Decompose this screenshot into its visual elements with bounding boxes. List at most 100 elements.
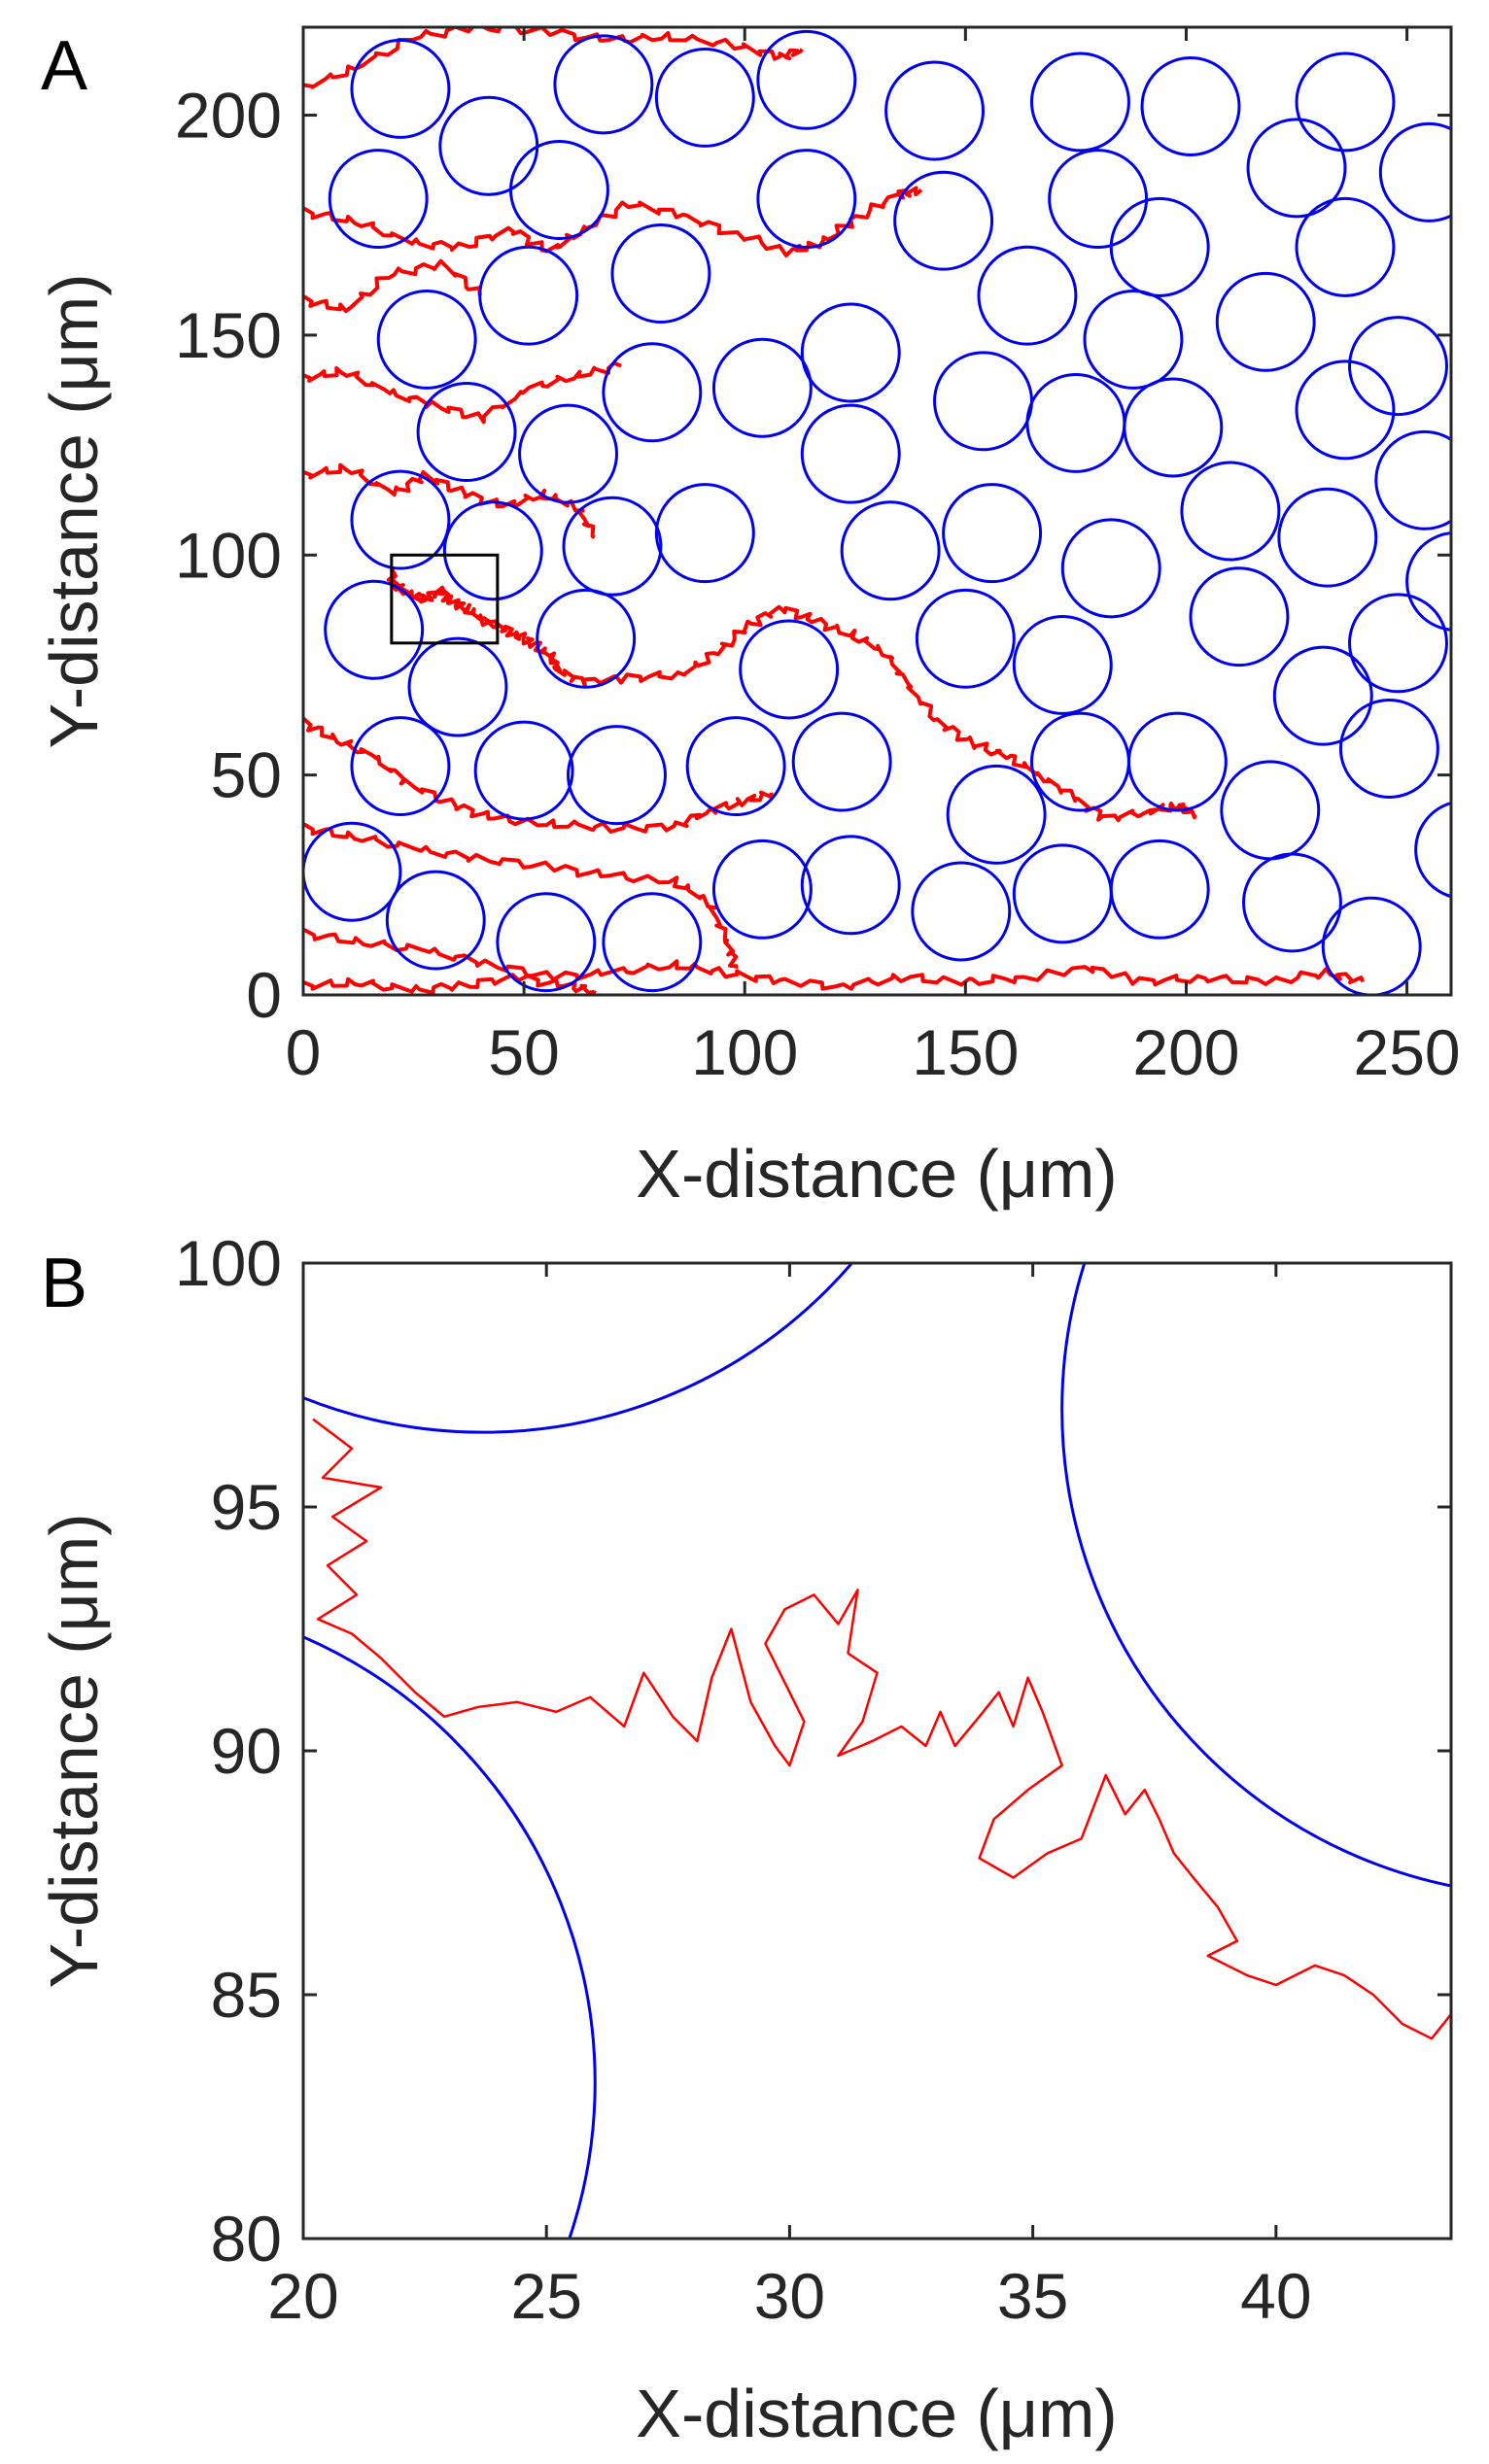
obstacle-circle xyxy=(1277,487,1378,588)
obstacle-circle xyxy=(442,500,543,601)
panel-b-label: B xyxy=(41,1245,87,1322)
panel-b-y-axis-title: Y-distance (μm) xyxy=(36,1513,112,1988)
obstacle-circle xyxy=(303,821,402,922)
obstacle-circle xyxy=(1126,711,1228,812)
obstacle-circle xyxy=(1348,316,1448,417)
panel-b-y-tick-label: 80 xyxy=(211,2203,282,2275)
obstacle-circle xyxy=(942,483,1043,584)
trajectory-path xyxy=(303,360,622,425)
obstacle-circle xyxy=(800,835,901,936)
obstacle-circle xyxy=(602,892,703,993)
panel-a: A 0 50 100 150 200 250 0 50 100 150 200 X-distanc… xyxy=(36,25,1461,1212)
obstacle-circle xyxy=(800,302,901,403)
obstacle-circle xyxy=(1029,51,1130,153)
panel-a-x-ticks: 0 50 100 150 200 250 xyxy=(286,27,1461,1088)
obstacle-circle xyxy=(1123,377,1224,478)
obstacle-circle xyxy=(1414,801,1451,899)
panel-a-trajectories xyxy=(303,27,1366,995)
obstacle-circle xyxy=(840,500,941,601)
obstacle-circle xyxy=(473,720,574,821)
obstacle-circle xyxy=(350,469,451,570)
obstacle-circle xyxy=(567,725,667,826)
obstacle-circle xyxy=(328,149,429,250)
panel-b-y-tick-label: 95 xyxy=(211,1471,282,1543)
trajectory-path xyxy=(303,27,804,89)
panel-a-x-tick-label: 200 xyxy=(1132,1016,1239,1088)
obstacle-circle xyxy=(791,711,892,812)
panel-b-y-ticks: 80 85 90 95 100 xyxy=(175,1227,1451,2275)
panel-a-x-tick-label: 150 xyxy=(912,1016,1019,1088)
obstacle-circle xyxy=(1295,196,1396,297)
obstacle-circle xyxy=(496,892,597,993)
panel-a-obstacles xyxy=(303,29,1451,995)
obstacle-circle xyxy=(1029,711,1130,812)
panel-a-y-ticks: 0 50 100 150 200 xyxy=(175,80,1451,1031)
obstacle-circle xyxy=(562,496,663,597)
panel-a-x-tick-label: 0 xyxy=(286,1016,322,1088)
obstacle-circle xyxy=(946,764,1047,865)
trajectory-path xyxy=(386,567,1197,823)
obstacle-circle xyxy=(711,838,813,940)
obstacle-circle xyxy=(654,47,755,148)
obstacle-circle xyxy=(911,861,1012,962)
obstacle-circle xyxy=(1140,56,1241,156)
obstacle-circle xyxy=(602,342,703,443)
trajectory-path xyxy=(303,716,774,834)
panel-b-trajectory-line xyxy=(312,1418,1451,2040)
obstacle-arc xyxy=(1060,1263,1451,1888)
obstacle-circle xyxy=(508,140,609,240)
obstacle-circle xyxy=(800,403,901,504)
panel-a-x-axis-title: X-distance (μm) xyxy=(636,1136,1117,1212)
panel-b-y-tick-label: 100 xyxy=(175,1227,282,1299)
trajectory-path xyxy=(303,822,739,970)
obstacle-circle xyxy=(438,95,539,196)
obstacle-circle xyxy=(1048,149,1149,250)
obstacle-circle xyxy=(977,245,1078,346)
obstacle-circle xyxy=(893,170,994,271)
obstacle-circle xyxy=(915,588,1016,689)
obstacle-circle xyxy=(1338,699,1439,799)
obstacle-circle xyxy=(884,60,986,161)
panel-b-x-tick-label: 40 xyxy=(1240,2260,1311,2332)
obstacle-circle xyxy=(1215,271,1316,372)
panel-b-x-axis-title: X-distance (μm) xyxy=(636,2376,1117,2451)
obstacle-circle xyxy=(1180,461,1281,562)
obstacle-circle xyxy=(385,870,486,971)
obstacle-circle xyxy=(1220,760,1321,861)
obstacle-circle xyxy=(1348,593,1448,694)
panel-a-y-tick-label: 50 xyxy=(211,739,282,811)
obstacle-circle xyxy=(1246,118,1347,219)
panel-a-axes-box xyxy=(301,25,1453,997)
panel-a-y-tick-label: 100 xyxy=(175,519,282,591)
panel-b-plot-area xyxy=(303,1263,1451,2239)
obstacle-circle xyxy=(376,289,477,390)
obstacle-circle xyxy=(324,579,425,680)
panel-a-plot-area xyxy=(303,27,1451,995)
obstacle-circle xyxy=(1060,518,1161,619)
obstacle-circle xyxy=(1295,359,1396,461)
panel-b-x-ticks: 20 25 30 35 40 xyxy=(267,1263,1312,2332)
obstacle-circle xyxy=(1272,645,1373,746)
obstacle-circle xyxy=(756,29,857,130)
panel-b-y-tick-label: 90 xyxy=(211,1715,282,1787)
obstacle-circle xyxy=(739,619,840,720)
obstacle-circle xyxy=(756,149,857,250)
trajectory-path xyxy=(303,258,482,314)
obstacle-circle xyxy=(1405,531,1451,632)
panel-b: B 20 25 30 35 40 80 85 90 95 100 X-distance (μm)… xyxy=(36,1227,1453,2451)
obstacle-circle xyxy=(1295,51,1396,153)
panel-a-y-tick-label: 0 xyxy=(246,959,282,1031)
obstacle-circle xyxy=(1189,566,1290,667)
obstacle-circle xyxy=(1083,289,1184,390)
obstacle-circle xyxy=(933,351,1033,452)
trajectory-path xyxy=(303,927,1366,991)
trajectory-path xyxy=(303,462,596,539)
panel-b-x-tick-label: 30 xyxy=(754,2260,825,2332)
obstacle-circle xyxy=(478,245,579,346)
panel-b-x-tick-label: 35 xyxy=(997,2260,1068,2332)
obstacle-arc xyxy=(303,1263,854,1434)
obstacle-circle xyxy=(350,716,451,817)
obstacle-circle xyxy=(1109,196,1210,297)
obstacle-circle xyxy=(1242,852,1342,953)
